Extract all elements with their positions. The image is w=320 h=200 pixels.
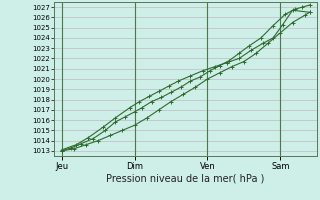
X-axis label: Pression niveau de la mer( hPa ): Pression niveau de la mer( hPa ) [107, 173, 265, 183]
